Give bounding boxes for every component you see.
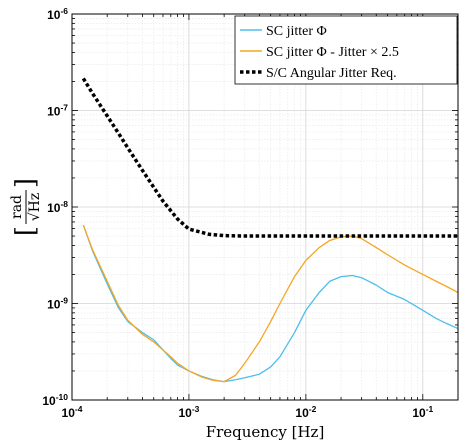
- y-tick-label-exponent: -7: [60, 103, 68, 113]
- legend: SC jitter Φ SC jitter Φ - Jitter × 2.5 S…: [234, 15, 458, 85]
- x-tick-label-base: 10: [178, 406, 192, 420]
- series-line-requirement: [81, 77, 458, 238]
- y-tick-label: 10-8: [47, 199, 68, 215]
- legend-label-sc-jitter-scaled: SC jitter Φ - Jitter × 2.5: [266, 45, 399, 60]
- y-axis-label-numerator: rad: [9, 195, 25, 219]
- y-tick-label-base: 10: [47, 298, 61, 312]
- x-tick-labels: 10-4 10-3 10-2 10-1: [62, 404, 434, 420]
- x-tick-label: 10-1: [412, 404, 433, 420]
- y-tick-label-exponent: -8: [60, 199, 68, 209]
- series-line-sc-jitter-scaled: [82, 224, 458, 383]
- y-axis-label-denominator: √Hz: [27, 193, 43, 222]
- y-tick-label-base: 10: [47, 8, 61, 22]
- x-tick-label-exponent: -1: [426, 404, 434, 414]
- y-axis-label-left-bracket: [: [11, 226, 41, 236]
- series-layer: [81, 77, 458, 383]
- x-tick-label-base: 10: [62, 406, 76, 420]
- legend-label-requirement: S/C Angular Jitter Req.: [266, 66, 397, 81]
- y-axis-label-right-bracket: ]: [11, 178, 41, 188]
- y-tick-label-base: 10: [42, 394, 56, 408]
- y-tick-label-base: 10: [47, 105, 61, 119]
- x-tick-label-base: 10: [412, 406, 426, 420]
- y-tick-label-exponent: -10: [56, 392, 69, 402]
- legend-box: [234, 15, 458, 85]
- x-tick-label-base: 10: [295, 406, 309, 420]
- x-tick-label-exponent: -2: [309, 404, 317, 414]
- x-tick-label-exponent: -3: [192, 404, 200, 414]
- y-tick-label: 10-6: [47, 6, 68, 22]
- y-axis-label: rad √Hz [ ]: [9, 178, 43, 236]
- x-axis-label: Frequency [Hz]: [206, 423, 325, 441]
- x-tick-label-exponent: -4: [75, 404, 83, 414]
- y-tick-label-exponent: -6: [60, 6, 68, 16]
- x-tick-label: 10-3: [178, 404, 199, 420]
- y-tick-label: 10-7: [47, 103, 68, 119]
- series-line-sc-jitter: [82, 224, 458, 383]
- legend-label-sc-jitter: SC jitter Φ: [266, 24, 327, 39]
- legend-entry-requirement: S/C Angular Jitter Req.: [240, 66, 397, 81]
- y-tick-label: 10-9: [47, 296, 68, 312]
- y-tick-label-exponent: -9: [60, 296, 68, 306]
- y-tick-label: 10-10: [42, 392, 68, 408]
- y-tick-label-base: 10: [47, 201, 61, 215]
- x-tick-label: 10-2: [295, 404, 316, 420]
- x-tick-label: 10-4: [62, 404, 83, 420]
- legend-entry-sc-jitter: SC jitter Φ: [240, 24, 327, 39]
- legend-entry-sc-jitter-scaled: SC jitter Φ - Jitter × 2.5: [240, 45, 399, 60]
